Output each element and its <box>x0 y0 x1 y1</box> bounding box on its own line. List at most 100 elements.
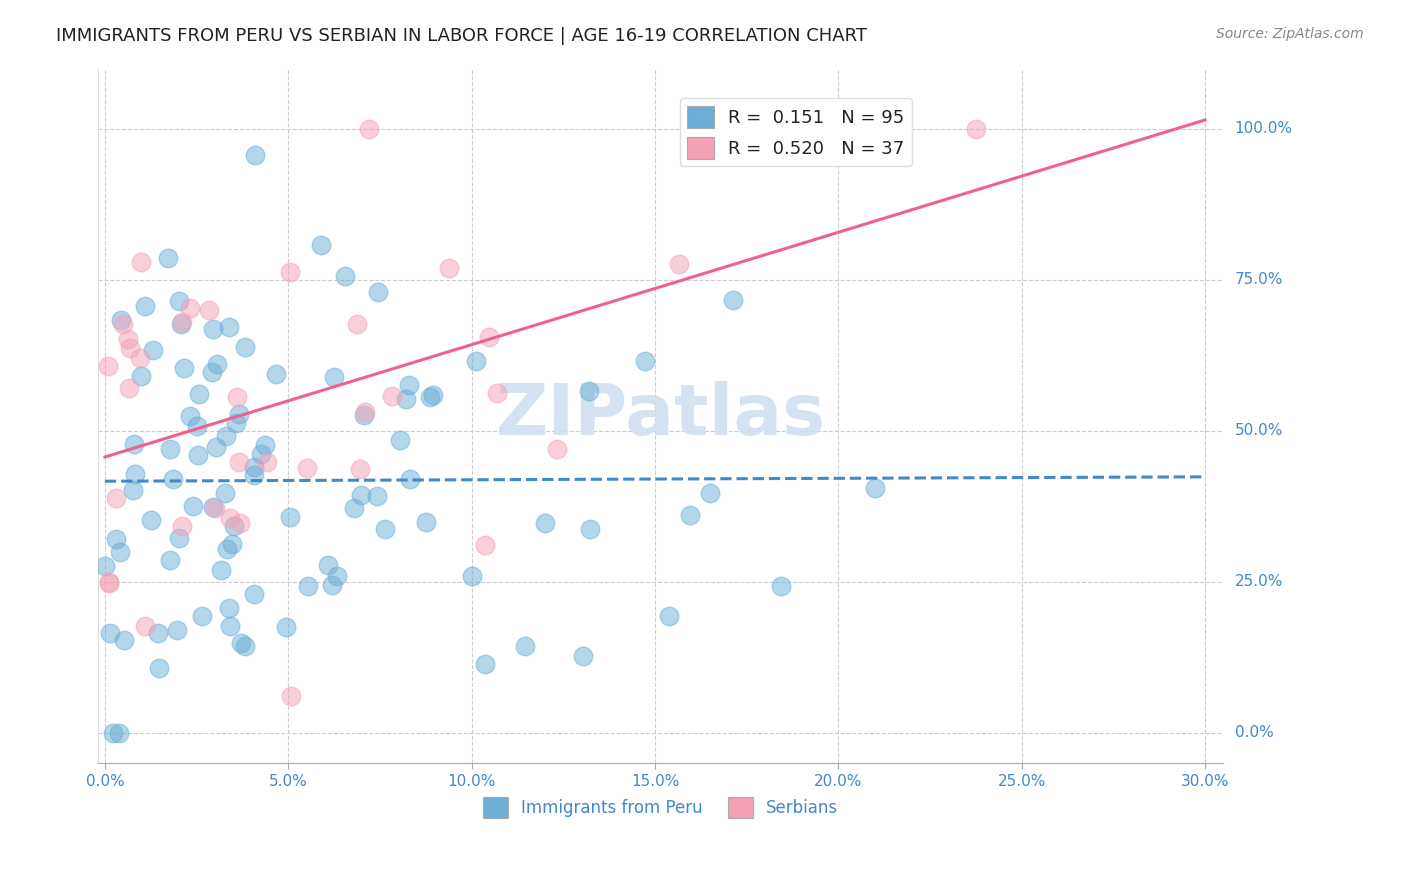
Point <box>474 657 496 672</box>
Point <box>134 299 156 313</box>
Point <box>398 377 420 392</box>
Point <box>169 294 191 309</box>
Text: 50.0%: 50.0% <box>1234 424 1282 439</box>
Point <box>571 648 593 663</box>
Point <box>94 558 117 573</box>
Point <box>367 285 389 300</box>
Point <box>254 438 277 452</box>
Point <box>374 522 396 536</box>
Point <box>98 625 121 640</box>
Text: 100.0%: 100.0% <box>1234 121 1292 136</box>
Point <box>107 726 129 740</box>
Point <box>478 330 501 344</box>
Point <box>695 122 717 136</box>
Point <box>461 569 484 583</box>
Point <box>170 315 193 329</box>
Text: 75.0%: 75.0% <box>1234 272 1282 287</box>
Point <box>209 563 232 577</box>
Point <box>218 320 240 334</box>
Point <box>134 618 156 632</box>
Point <box>486 385 509 400</box>
Point <box>965 122 987 136</box>
Point <box>225 417 247 431</box>
Point <box>668 257 690 271</box>
Point <box>721 293 744 308</box>
Point <box>280 689 302 703</box>
Point <box>128 351 150 365</box>
Point <box>309 238 332 252</box>
Point <box>122 437 145 451</box>
Point <box>243 467 266 482</box>
Point <box>350 488 373 502</box>
Point <box>204 440 226 454</box>
Point <box>679 508 702 522</box>
Point <box>415 515 437 529</box>
Point <box>222 519 245 533</box>
Point <box>202 322 225 336</box>
Point <box>256 455 278 469</box>
Point <box>219 618 242 632</box>
Point <box>437 260 460 275</box>
Point <box>104 532 127 546</box>
Point <box>389 433 412 447</box>
Point <box>325 569 347 583</box>
Point <box>219 511 242 525</box>
Text: IMMIGRANTS FROM PERU VS SERBIAN IN LABOR FORCE | AGE 16-19 CORRELATION CHART: IMMIGRANTS FROM PERU VS SERBIAN IN LABOR… <box>56 27 868 45</box>
Point <box>228 407 250 421</box>
Point <box>354 404 377 418</box>
Point <box>243 148 266 162</box>
Point <box>228 455 250 469</box>
Point <box>221 537 243 551</box>
Point <box>699 486 721 500</box>
Point <box>173 361 195 376</box>
Point <box>381 389 404 403</box>
Text: 25.0%: 25.0% <box>1234 574 1282 590</box>
Point <box>634 353 657 368</box>
Point <box>181 499 204 513</box>
Point <box>97 574 120 589</box>
Point <box>422 388 444 402</box>
Point <box>346 317 368 331</box>
Point <box>118 381 141 395</box>
Point <box>323 369 346 384</box>
Point <box>201 365 224 379</box>
Point <box>172 518 194 533</box>
Point <box>357 122 380 136</box>
Point <box>243 460 266 475</box>
Point <box>578 384 600 399</box>
Point <box>114 633 136 648</box>
Point <box>297 579 319 593</box>
Point <box>225 390 247 404</box>
Legend: Immigrants from Peru, Serbians: Immigrants from Peru, Serbians <box>477 790 845 824</box>
Point <box>465 354 488 368</box>
Text: ZIPatlas: ZIPatlas <box>495 381 825 450</box>
Point <box>658 609 681 624</box>
Point <box>229 636 252 650</box>
Point <box>266 367 288 381</box>
Point <box>118 341 141 355</box>
Point <box>124 467 146 481</box>
Point <box>179 409 201 423</box>
Point <box>769 579 792 593</box>
Point <box>204 501 226 516</box>
Point <box>141 513 163 527</box>
Point <box>122 483 145 497</box>
Point <box>187 449 209 463</box>
Point <box>419 390 441 404</box>
Point <box>578 522 600 536</box>
Point <box>546 442 568 456</box>
Point <box>105 491 128 505</box>
Point <box>243 586 266 600</box>
Point <box>96 359 118 374</box>
Point <box>278 264 301 278</box>
Point <box>166 623 188 637</box>
Point <box>98 576 121 591</box>
Point <box>214 485 236 500</box>
Point <box>142 343 165 358</box>
Point <box>233 340 256 354</box>
Point <box>159 442 181 457</box>
Point <box>218 601 240 615</box>
Point <box>159 553 181 567</box>
Point <box>108 545 131 559</box>
Point <box>215 542 238 557</box>
